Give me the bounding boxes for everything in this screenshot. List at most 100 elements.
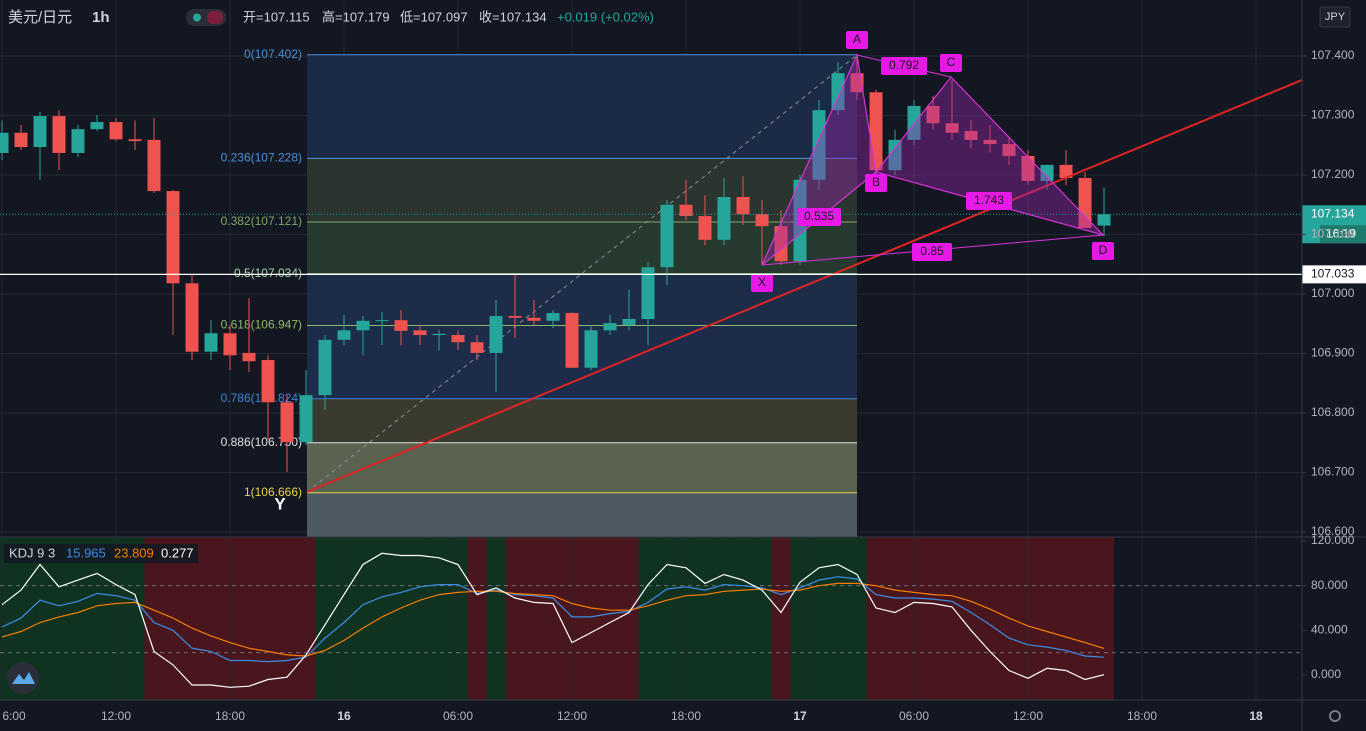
fib-label: 0.5(107.034) <box>234 266 302 280</box>
ohlc-high: 高=107.179 <box>322 9 390 24</box>
candle-body <box>1021 155 1035 181</box>
candle-body <box>147 139 161 192</box>
kdj-zone <box>410 537 431 700</box>
x-tick-label: 06:00 <box>443 709 473 723</box>
currency-button[interactable] <box>1319 6 1351 28</box>
kdj-zone <box>0 537 12 700</box>
kdj-zone <box>885 537 906 700</box>
candles <box>0 54 1111 472</box>
candle-body <box>71 129 85 153</box>
candle-body <box>926 105 940 124</box>
fib-label: 1(106.666) <box>244 485 302 499</box>
kdj-zone <box>866 537 887 700</box>
kdj-zone <box>277 537 298 700</box>
ratio-tag <box>912 243 952 261</box>
y-tick-label: 107.200 <box>1311 167 1355 181</box>
y-tick-label: 106.900 <box>1311 346 1355 360</box>
x-tick-label: 16 <box>337 709 351 723</box>
fib-label: 0.786(106.824) <box>221 391 302 405</box>
y-tick-label: 107.000 <box>1311 286 1355 300</box>
kdj-zone <box>1094 537 1115 700</box>
ratio-tag <box>966 192 1012 210</box>
kdj-zone <box>30 537 50 700</box>
kdj-zone <box>619 537 640 700</box>
ratio-label: 0.792 <box>889 58 919 72</box>
candle-body <box>185 283 199 352</box>
candle-body <box>470 342 484 353</box>
fib-label: 0.236(107.228) <box>221 151 302 165</box>
ohlc-open: 开=107.115 <box>243 9 310 24</box>
kdj-zone <box>144 537 164 700</box>
kdj-lines <box>1 552 1105 688</box>
candle-body <box>109 122 123 140</box>
ratio-tag <box>881 57 927 75</box>
candle-body <box>242 352 256 362</box>
fib-band <box>307 158 857 222</box>
kdj-zone <box>714 537 735 700</box>
kdj-zone <box>847 537 868 700</box>
candle-body <box>888 139 902 171</box>
kdj-zone <box>87 537 107 700</box>
kdj-zone <box>296 537 317 700</box>
kdj-zone <box>752 537 773 700</box>
kdj-zone <box>980 537 1001 700</box>
kdj-zone <box>429 537 450 700</box>
candle-body <box>223 333 237 356</box>
kdj-zone <box>771 537 792 700</box>
kdj-zone <box>923 537 944 700</box>
candle-body <box>660 204 674 268</box>
point-label: X <box>758 275 766 289</box>
fib-band <box>307 442 857 493</box>
candle-body <box>1078 177 1092 228</box>
point-tag <box>1092 242 1114 260</box>
kdj-zone <box>695 537 716 700</box>
logo-mark <box>12 672 35 684</box>
kdj-zone <box>581 537 602 700</box>
candle-body <box>1002 144 1016 156</box>
kdj-title: KDJ 9 3 <box>9 545 55 560</box>
currency: JPY <box>1325 11 1346 23</box>
countdown: 16:19 <box>1326 226 1356 240</box>
candle-body <box>375 320 389 322</box>
axes: 6:00 12:00 18:00 16 06:00 12:00 18:00 17 06:00 12… <box>2 48 1354 723</box>
candle-body <box>204 333 218 352</box>
kdj-background <box>0 537 1115 700</box>
kdj-line <box>1 576 1105 663</box>
interval: 1h <box>92 9 110 26</box>
y-tick-label: 107.100 <box>1311 227 1355 241</box>
candle-body <box>90 122 104 130</box>
candle-body <box>831 73 845 111</box>
kdj-legend-bg <box>4 544 198 563</box>
candle-body <box>679 204 693 217</box>
point-label: D <box>1099 243 1108 257</box>
point-label: C <box>947 55 956 69</box>
candle-body <box>603 323 617 331</box>
kdj-zone <box>657 537 678 700</box>
candle-body <box>14 132 28 148</box>
settings[interactable] <box>1329 710 1341 722</box>
y-tick-label: 106.600 <box>1311 524 1355 538</box>
ratio-label: 0.535 <box>804 209 834 223</box>
point-tag <box>846 31 868 49</box>
logo[interactable] <box>7 662 39 694</box>
candle-body <box>964 130 978 140</box>
candle-body <box>280 402 294 443</box>
candle-body <box>508 316 522 318</box>
kdj-zone <box>505 537 526 700</box>
kdj-zone <box>353 537 374 700</box>
candle-body <box>261 360 275 403</box>
fib-label: 0.382(107.121) <box>221 214 302 228</box>
x-tick-label: 18:00 <box>215 709 245 723</box>
kdj-d-value: 23.809 <box>114 545 154 560</box>
kdj-zone <box>1037 537 1058 700</box>
candle-body <box>299 395 313 443</box>
y-tick-label: 120.000 <box>1311 533 1355 547</box>
hline-tag <box>1302 265 1366 284</box>
candle-body <box>394 320 408 331</box>
kdj-zone <box>942 537 963 700</box>
ohlc-low: 低=107.097 <box>400 9 468 24</box>
point-tag <box>751 274 773 292</box>
candle-body <box>451 335 465 343</box>
kdj-zone <box>809 537 830 700</box>
kdj-line <box>1 552 1105 688</box>
